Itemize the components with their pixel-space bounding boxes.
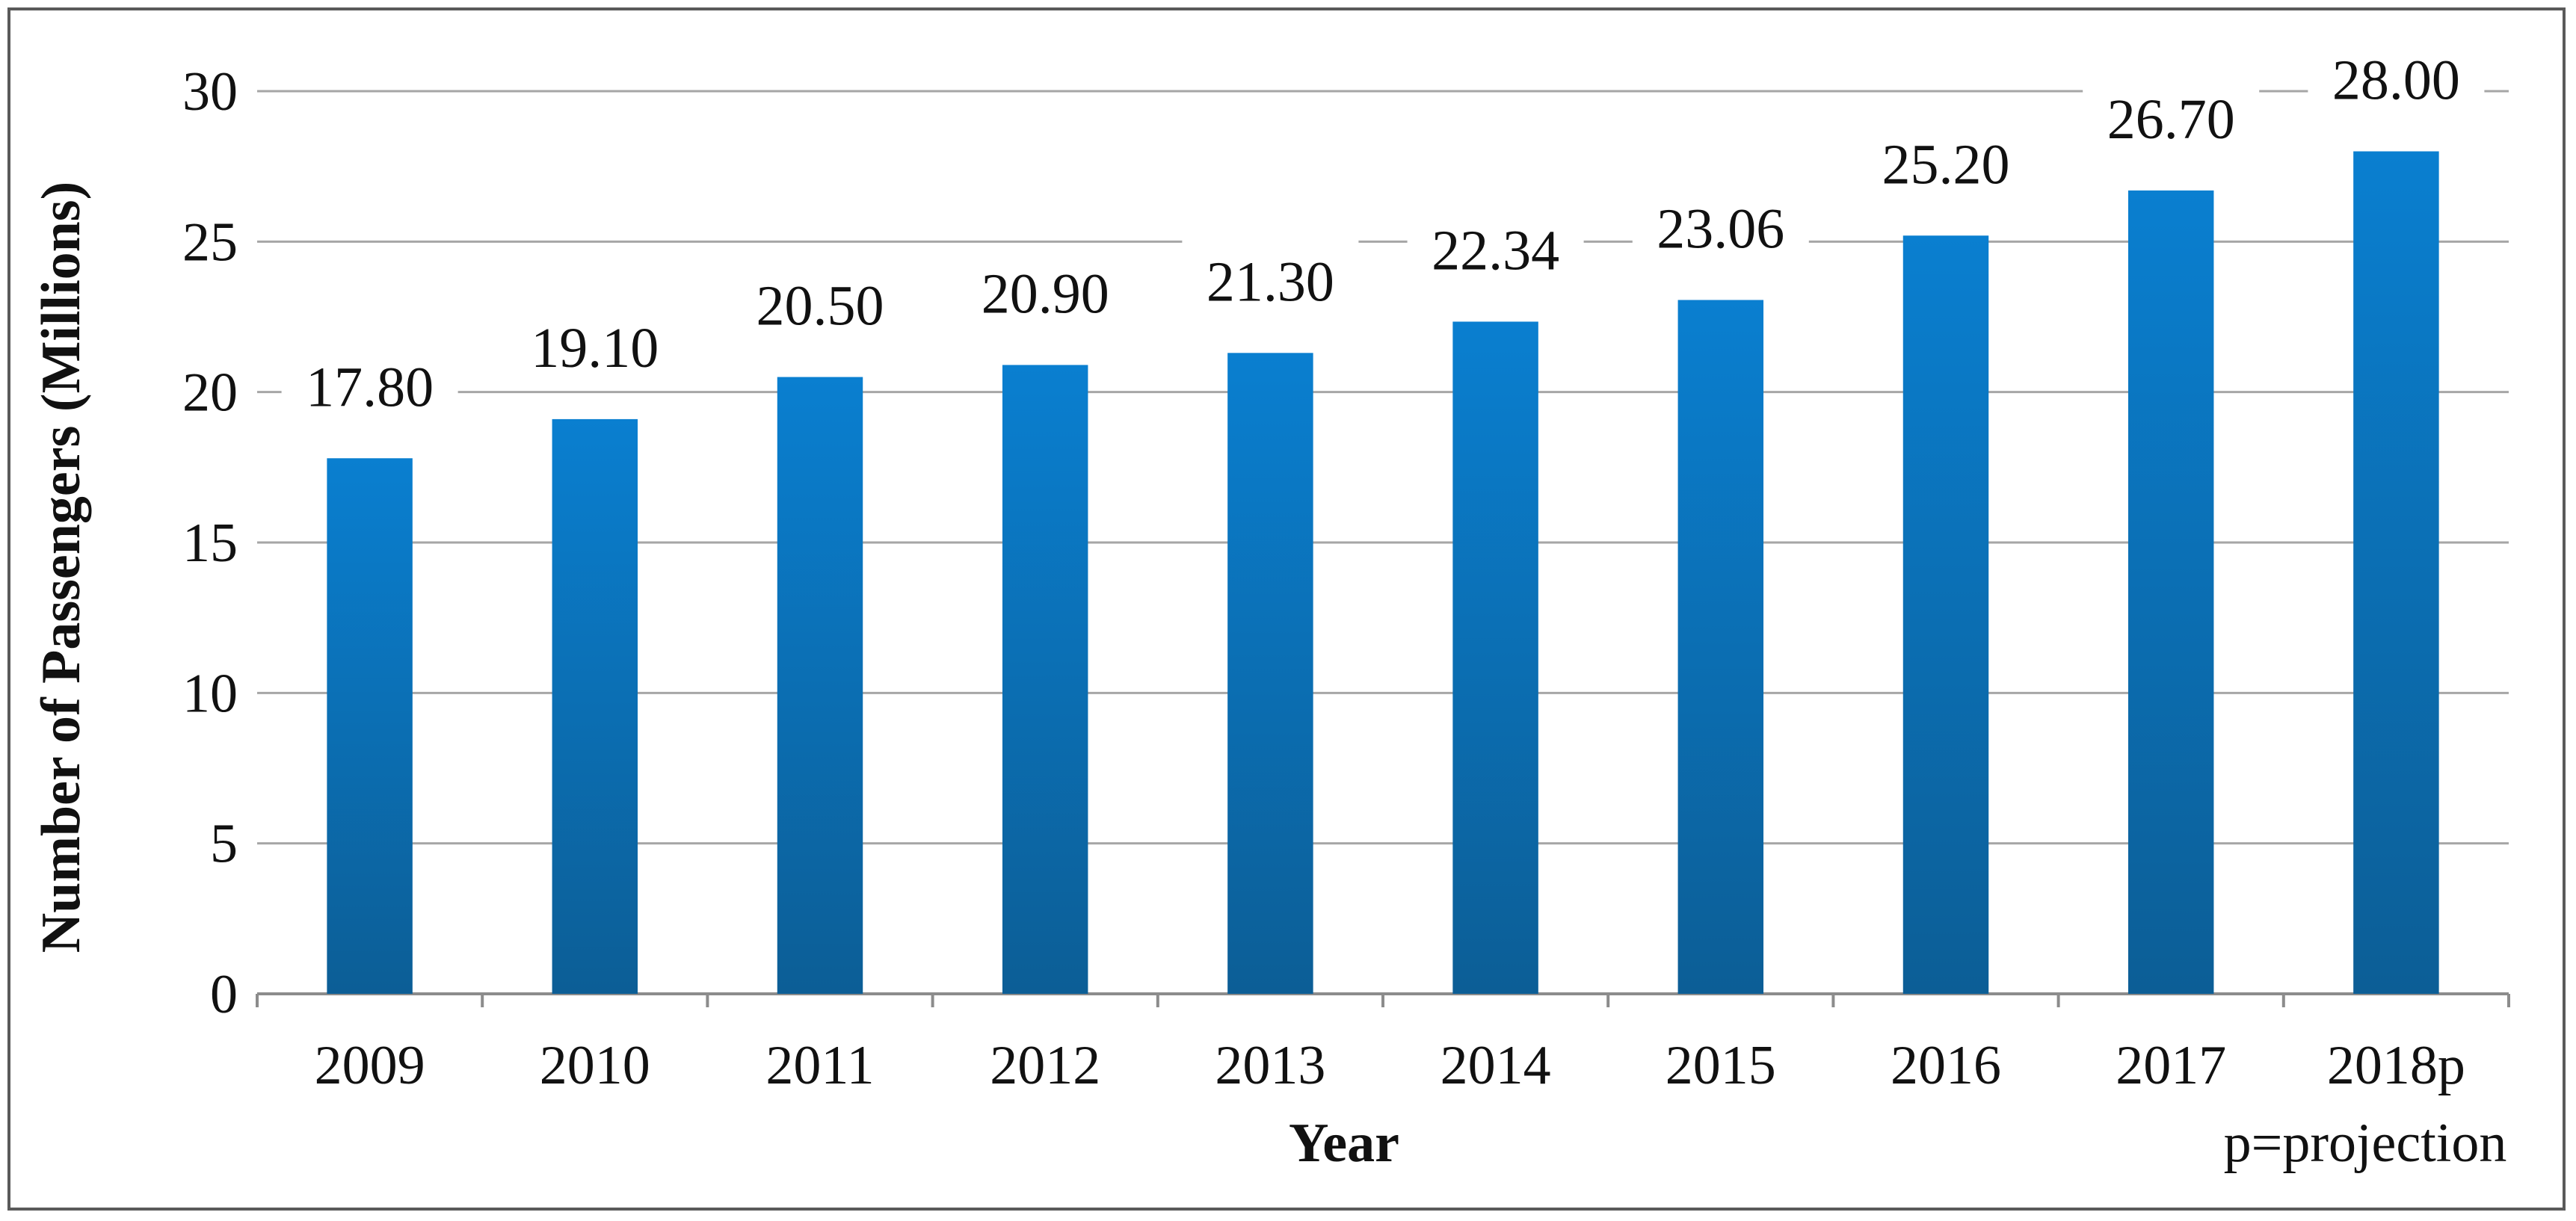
y-tick-label: 30 — [182, 61, 238, 123]
x-tick-label: 2014 — [1440, 1035, 1551, 1096]
data-labels: 17.80 19.10 20.50 20.90 21.30 22.34 23.06 25.20… — [306, 49, 2460, 419]
chart-frame: 0 5 10 15 20 25 30 2009 2010 2011 2012 2013 2014 201… — [7, 7, 2566, 1211]
data-label: 23.06 — [1657, 197, 1784, 260]
bars — [327, 151, 2439, 995]
x-tick-label: 2015 — [1666, 1035, 1776, 1096]
x-tick-label: 2012 — [990, 1035, 1100, 1096]
bar-chart: 0 5 10 15 20 25 30 2009 2010 2011 2012 2013 2014 201… — [31, 49, 2510, 1174]
y-tick-label: 25 — [182, 211, 238, 273]
x-tick-label: 2013 — [1215, 1035, 1325, 1096]
data-label: 19.10 — [531, 317, 659, 380]
data-label: 20.90 — [982, 262, 1109, 325]
x-tick-label: 2011 — [765, 1035, 874, 1096]
bar-2016 — [1902, 235, 1989, 994]
bar-2017 — [2127, 190, 2214, 994]
bar-2014 — [1452, 321, 1538, 995]
data-label: 22.34 — [1432, 219, 1559, 282]
projection-note: p=projection — [2224, 1113, 2507, 1174]
x-tick-labels: 2009 2010 2011 2012 2013 2014 2015 2016 2017 2018… — [315, 1035, 2465, 1096]
x-tick-label: 2010 — [540, 1035, 650, 1096]
data-label: 20.50 — [757, 275, 884, 338]
y-tick-label: 20 — [182, 362, 238, 424]
y-tick-labels: 0 5 10 15 20 25 30 — [182, 61, 238, 1025]
y-tick-label: 10 — [182, 663, 238, 724]
y-tick-label: 5 — [210, 814, 238, 875]
bar-2009 — [327, 458, 413, 994]
x-axis-title: Year — [1289, 1113, 1399, 1174]
x-tick-label: 2018p — [2327, 1035, 2465, 1096]
bar-2012 — [1002, 365, 1088, 995]
data-label: 17.80 — [306, 356, 434, 418]
bar-2018p — [2353, 151, 2439, 995]
data-label: 21.30 — [1207, 250, 1334, 313]
bar-2010 — [552, 418, 638, 994]
data-label: 25.20 — [1882, 133, 2010, 196]
data-label: 28.00 — [2332, 49, 2460, 112]
y-tick-label: 0 — [210, 964, 238, 1025]
x-tick-label: 2009 — [315, 1035, 425, 1096]
x-tick-label: 2017 — [2116, 1035, 2226, 1096]
bar-2015 — [1677, 300, 1764, 994]
bar-2013 — [1227, 353, 1313, 994]
y-tick-label: 15 — [182, 513, 238, 574]
bar-2011 — [777, 377, 863, 994]
y-axis-title: Number of Passengers (Millions) — [31, 182, 92, 953]
x-tick-label: 2016 — [1891, 1035, 2001, 1096]
data-label: 26.70 — [2107, 88, 2235, 151]
